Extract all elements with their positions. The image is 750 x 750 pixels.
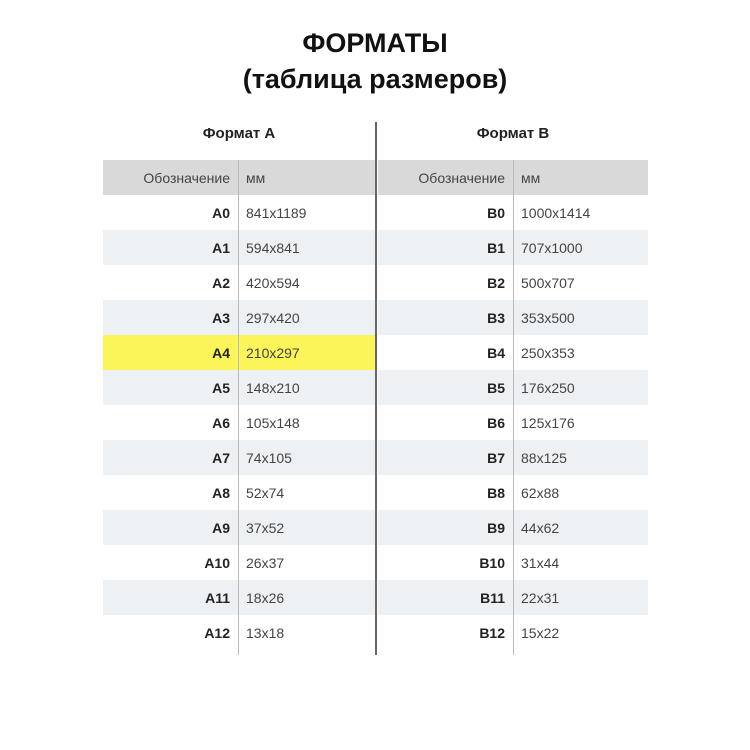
- table-a-heading: Формат A: [202, 125, 276, 142]
- table-row: B10 31x44: [378, 545, 648, 580]
- table-row: A6 105x148: [103, 405, 375, 440]
- format-designation: A8: [212, 484, 230, 501]
- table-row: A2 420x594: [103, 265, 375, 300]
- format-size: 1000x1414: [521, 204, 591, 221]
- table-row: A12 13x18: [103, 615, 375, 650]
- table-row: B0 1000x1414: [378, 195, 648, 230]
- format-designation: B8: [487, 484, 505, 501]
- format-designation: B4: [487, 344, 505, 361]
- center-divider: [375, 122, 377, 655]
- format-designation: B5: [487, 379, 505, 396]
- format-designation: A2: [212, 274, 230, 291]
- format-size: 176x250: [521, 379, 575, 396]
- table-row: A3 297x420: [103, 300, 375, 335]
- table-row: B8 62x88: [378, 475, 648, 510]
- table-row: B12 15x22: [378, 615, 648, 650]
- format-designation: A7: [212, 449, 230, 466]
- format-size: 18x26: [246, 589, 285, 606]
- format-size: 125x176: [521, 414, 575, 431]
- table-row: B4 250x353: [378, 335, 648, 370]
- format-designation: A9: [212, 519, 230, 536]
- format-designation: A4: [212, 344, 230, 361]
- table-row: A9 37x52: [103, 510, 375, 545]
- format-designation: B12: [479, 624, 505, 641]
- format-designation: A11: [205, 589, 230, 606]
- format-designation: A1: [212, 239, 230, 256]
- format-designation: B9: [487, 519, 505, 536]
- format-designation: A12: [204, 624, 230, 641]
- format-designation: B3: [487, 309, 505, 326]
- format-size: 22x31: [521, 589, 560, 606]
- format-size: 15x22: [521, 624, 560, 641]
- table-format-a: Обозначение мм A0 841x1189 A1 594x841 A2 420x59…: [103, 160, 375, 650]
- table-row: A8 52x74: [103, 475, 375, 510]
- table-row: A1 594x841: [103, 230, 375, 265]
- format-size: 26x37: [246, 554, 285, 571]
- format-designation: A0: [212, 204, 230, 221]
- header-mm: мм: [521, 169, 541, 186]
- format-designation: B0: [487, 204, 505, 221]
- table-row: A5 148x210: [103, 370, 375, 405]
- format-designation: B11: [480, 589, 505, 606]
- format-size: 420x594: [246, 274, 300, 291]
- format-designation: B7: [487, 449, 505, 466]
- format-size: 13x18: [246, 624, 285, 641]
- table-row: A0 841x1189: [103, 195, 375, 230]
- table-row: A11 18x26: [103, 580, 375, 615]
- format-size: 31x44: [521, 554, 560, 571]
- column-divider: [513, 160, 514, 655]
- format-size: 353x500: [521, 309, 575, 326]
- header-designation: Обозначение: [418, 169, 505, 186]
- table-row: A10 26x37: [103, 545, 375, 580]
- format-designation: A6: [212, 414, 230, 431]
- format-size: 297x420: [246, 309, 300, 326]
- format-designation: B1: [487, 239, 505, 256]
- table-b-heading: Формат B: [476, 125, 550, 142]
- format-size: 210x297: [246, 344, 300, 361]
- table-row: B2 500x707: [378, 265, 648, 300]
- table-row: A7 74x105: [103, 440, 375, 475]
- page-title: ФОРМАТЫ: [302, 28, 448, 58]
- format-size: 88x125: [521, 449, 567, 466]
- format-size: 62x88: [521, 484, 560, 501]
- header-mm: мм: [246, 169, 266, 186]
- format-size: 841x1189: [246, 204, 307, 221]
- header-row: Обозначение мм: [103, 160, 375, 195]
- table-row: A4 210x297: [103, 335, 375, 370]
- format-size: 44x62: [521, 519, 560, 536]
- format-size: 52x74: [246, 484, 285, 501]
- format-designation: B10: [479, 554, 505, 571]
- format-size: 707x1000: [521, 239, 583, 256]
- format-designation: A10: [204, 554, 230, 571]
- format-designation: B2: [487, 274, 505, 291]
- page-subtitle: (таблица размеров): [242, 64, 508, 94]
- format-size: 105x148: [246, 414, 300, 431]
- format-size: 74x105: [246, 449, 292, 466]
- format-designation: B6: [487, 414, 505, 431]
- format-designation: A3: [212, 309, 230, 326]
- format-designation: A5: [212, 379, 230, 396]
- header-designation: Обозначение: [143, 169, 230, 186]
- table-row: B6 125x176: [378, 405, 648, 440]
- format-size: 148x210: [246, 379, 300, 396]
- format-size: 594x841: [246, 239, 300, 256]
- format-size: 250x353: [521, 344, 575, 361]
- column-divider: [238, 160, 239, 655]
- format-size: 500x707: [521, 274, 575, 291]
- format-size: 37x52: [246, 519, 285, 536]
